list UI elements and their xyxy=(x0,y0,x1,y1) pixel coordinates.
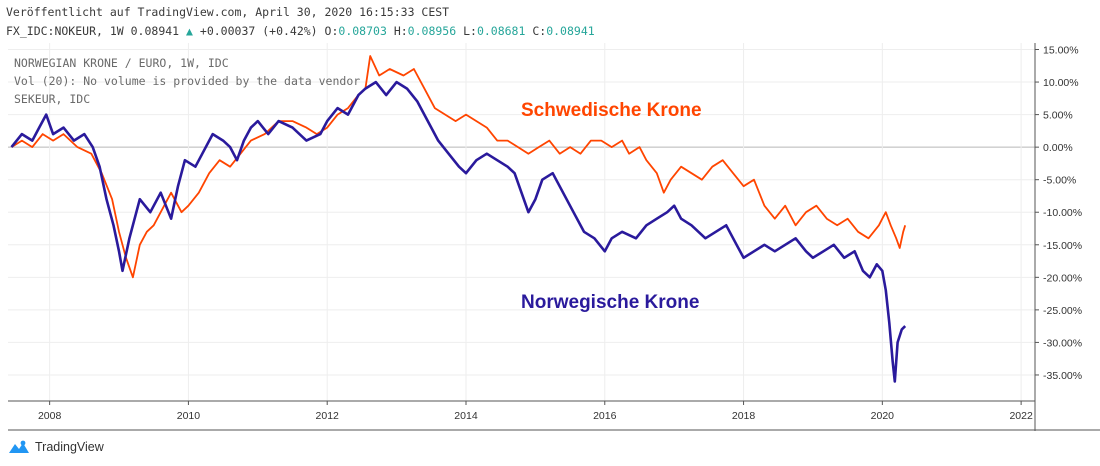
published-info: Veröffentlicht auf TradingView.com, Apri… xyxy=(6,5,450,19)
legend-compare-series[interactable]: SEKEUR, IDC xyxy=(14,92,91,106)
series-line-nok xyxy=(10,80,907,383)
y-tick-label: 0.00% xyxy=(1043,142,1073,154)
legend-main-series[interactable]: NORWEGIAN KRONE / EURO, 1W, IDC xyxy=(14,56,229,70)
tradingview-logo[interactable]: TradingView xyxy=(8,440,104,454)
tradingview-logo-icon xyxy=(9,440,29,453)
y-tick-label: 5.00% xyxy=(1043,110,1073,122)
symbol-label[interactable]: FX_IDC:NOKEUR, 1W 0.08941 xyxy=(6,24,180,38)
series-line-sek xyxy=(11,55,907,279)
x-tick-label: 2022 xyxy=(1009,410,1033,422)
close-value: 0.08941 xyxy=(546,24,595,38)
y-tick-label: 15.00% xyxy=(1043,45,1079,57)
y-tick-label: -20.00% xyxy=(1043,272,1082,284)
legend-volume[interactable]: Vol (20): No volume is provided by the d… xyxy=(14,74,361,88)
chart-series xyxy=(10,55,907,383)
x-tick-label: 2014 xyxy=(454,410,478,422)
x-tick-label: 2016 xyxy=(593,410,617,422)
x-tick-label: 2018 xyxy=(732,410,756,422)
chart-axes: 15.00% 10.00% 5.00% 0.00% -5.00% -10.00% -15.0… xyxy=(8,43,1100,431)
annotation-sek: Schwedische Krone xyxy=(521,100,702,121)
open-label: O: xyxy=(324,24,339,38)
open-value: 0.08703 xyxy=(338,24,387,38)
low-value: 0.08681 xyxy=(476,24,526,38)
high-value: 0.08956 xyxy=(407,24,457,38)
y-tick-label: -15.00% xyxy=(1043,240,1082,252)
symbol-ohlc-line: FX_IDC:NOKEUR, 1W 0.08941 ▲ +0.00037 (+0… xyxy=(6,24,595,38)
y-tick-label: -25.00% xyxy=(1043,305,1082,317)
y-tick-label: 10.00% xyxy=(1043,77,1079,89)
x-tick-label: 2012 xyxy=(316,410,340,422)
brand-name: TradingView xyxy=(35,440,104,454)
annotation-nok: Norwegische Krone xyxy=(521,292,699,313)
y-tick-label: -5.00% xyxy=(1043,175,1076,187)
close-label: C: xyxy=(532,24,547,38)
y-tick-label: -30.00% xyxy=(1043,337,1082,349)
high-label: H: xyxy=(393,24,408,38)
up-arrow-icon: ▲ xyxy=(186,24,193,38)
low-label: L: xyxy=(463,24,477,38)
x-tick-label: 2010 xyxy=(177,410,201,422)
x-tick-label: 2008 xyxy=(38,410,62,422)
change-value: +0.00037 (+0.42%) xyxy=(199,24,318,38)
y-tick-label: -10.00% xyxy=(1043,207,1082,219)
x-tick-label: 2020 xyxy=(871,410,895,422)
y-tick-label: -35.00% xyxy=(1043,370,1082,382)
